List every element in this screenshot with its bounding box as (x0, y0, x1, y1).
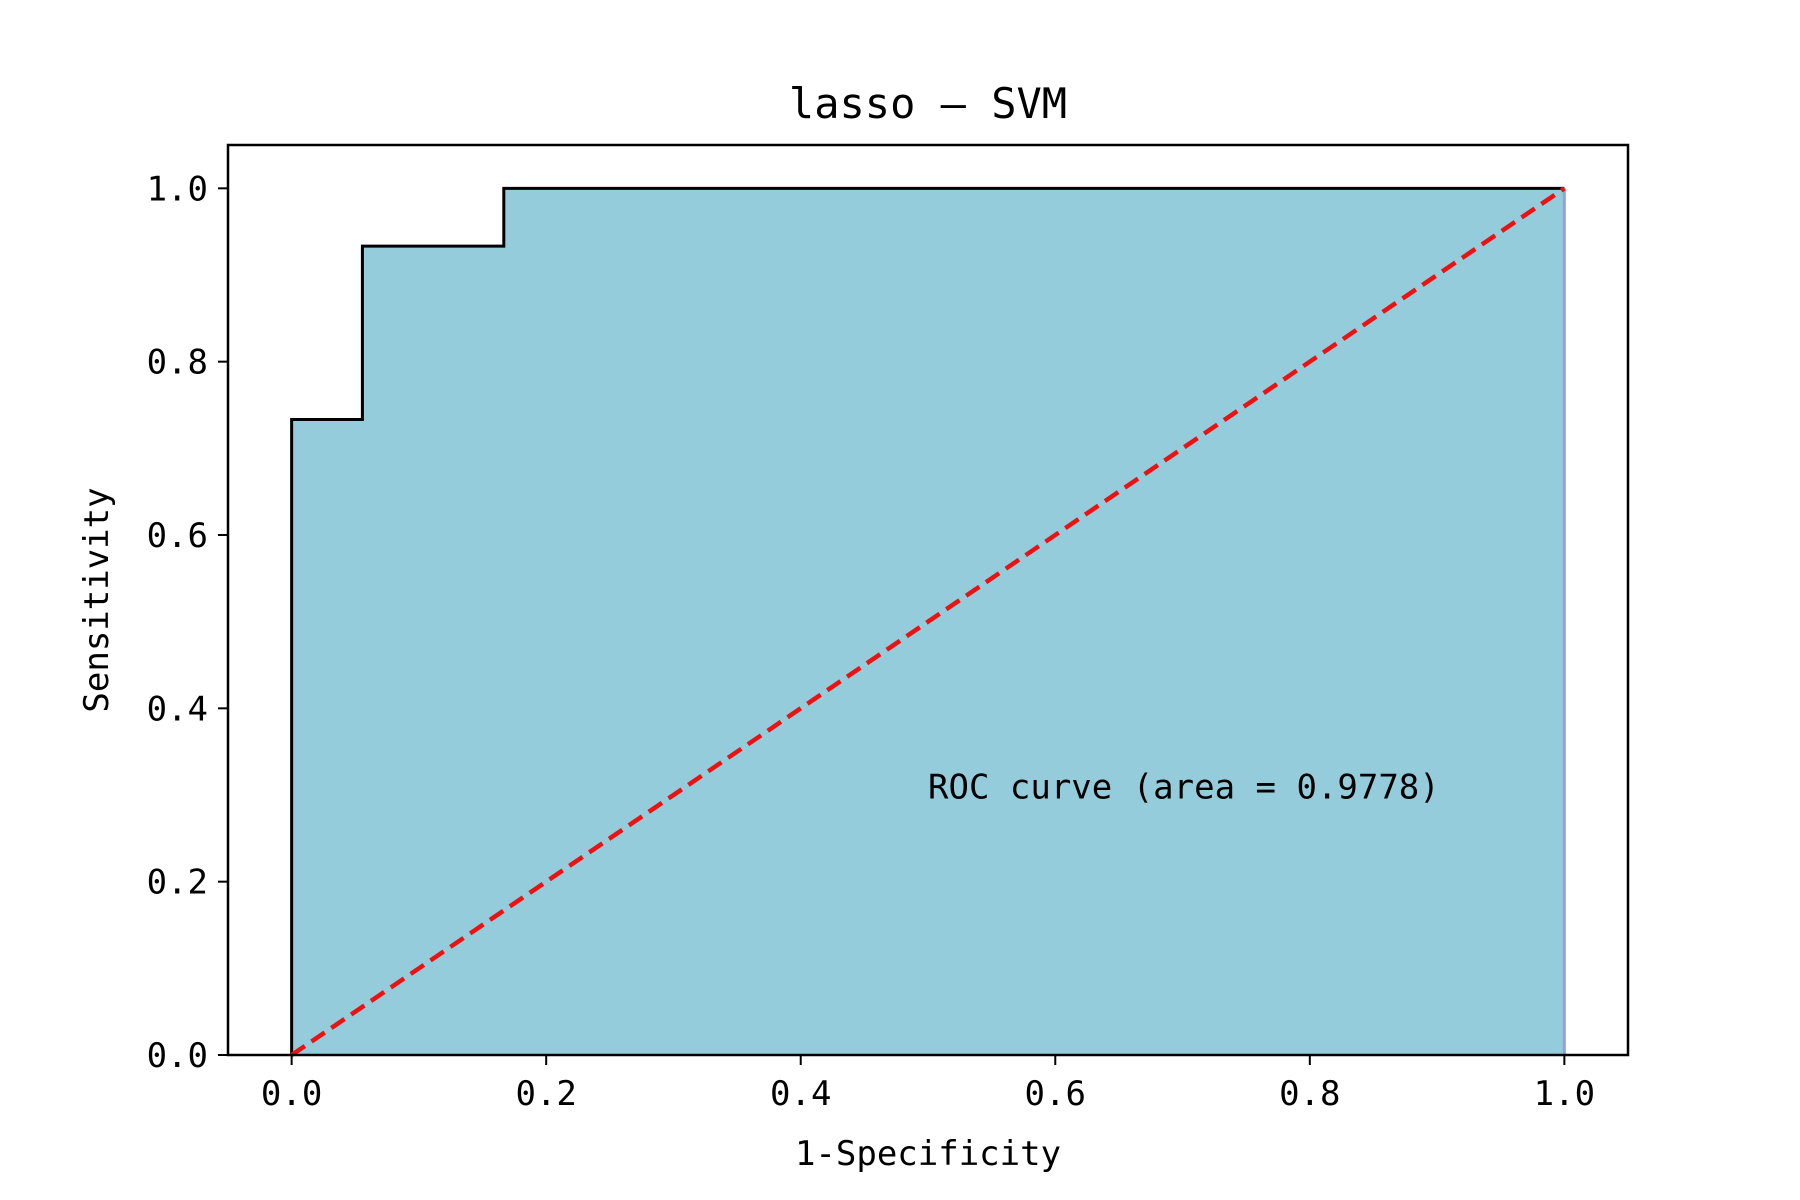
roc-curve-line (290, 186, 1565, 1055)
y-tick-label: 0.0 (147, 1036, 208, 1076)
chance-diagonal-line (290, 186, 1566, 1057)
x-tick-label: 0.0 (261, 1074, 322, 1114)
x-axis-label: 1-Specificity (795, 1134, 1061, 1174)
y-tick-label: 1.0 (147, 169, 208, 209)
plot-area (290, 186, 1566, 1057)
x-tick-label: 0.8 (1279, 1074, 1340, 1114)
y-tick-label: 0.8 (147, 343, 208, 383)
roc-auc-annotation: ROC curve (area = 0.9778) (928, 767, 1440, 807)
y-tick-label: 0.4 (147, 689, 208, 729)
x-tick-label: 0.2 (515, 1074, 576, 1114)
x-tick-label: 0.4 (770, 1074, 831, 1114)
y-tick-label: 0.2 (147, 863, 208, 903)
x-tick-label: 0.6 (1025, 1074, 1086, 1114)
axis-ticks: 0.0 0.2 0.4 0.6 0.8 1.0 0.0 0.2 0.4 0.6 0.8 1.0 (147, 169, 1595, 1114)
chart-title: lasso — SVM (789, 79, 1067, 128)
x-tick-label: 1.0 (1534, 1074, 1595, 1114)
y-tick-label: 0.6 (147, 516, 208, 556)
y-axis-label: Sensitivity (77, 487, 117, 712)
plot-frame (226, 143, 1630, 1057)
